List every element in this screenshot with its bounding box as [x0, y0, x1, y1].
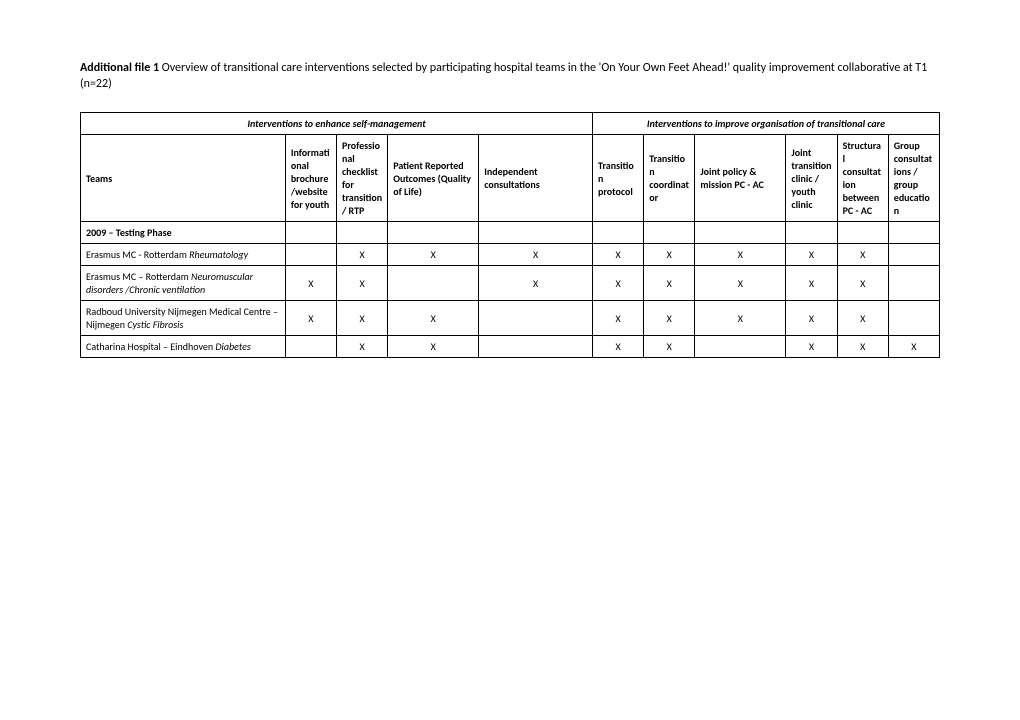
col-teams: Teams [81, 135, 286, 222]
team-cell: Erasmus MC - Rotterdam Rheumatology [81, 244, 286, 266]
cell-jointclinic: X [786, 244, 837, 266]
cell-coordinator: X [644, 244, 695, 266]
cell-brochure: X [285, 266, 336, 301]
cell-prom: X [388, 244, 479, 266]
col-brochure: Informational brochure/website for youth [285, 135, 336, 222]
table-row: Catharina Hospital – Eindhoven Diabetes X… [81, 336, 940, 358]
table-row: Radboud University Nijmegen Medical Cent… [81, 301, 940, 336]
cell-prom: X [388, 301, 479, 336]
cell-coordinator: X [644, 266, 695, 301]
table-row: Erasmus MC – Rotterdam Neuromuscular dis… [81, 266, 940, 301]
cell-protocol: X [593, 336, 644, 358]
document-title: Additional file 1 Overview of transition… [80, 60, 940, 92]
cell-policy: X [695, 266, 786, 301]
cell-jointclinic: X [786, 336, 837, 358]
title-rest: Overview of transitional care interventi… [80, 61, 927, 91]
cell-independent [479, 301, 593, 336]
cell-group [888, 266, 939, 301]
cell-independent [479, 336, 593, 358]
cell-jointclinic: X [786, 266, 837, 301]
cell-checklist: X [337, 244, 388, 266]
cell-independent: X [479, 266, 593, 301]
cell-structcons: X [837, 244, 888, 266]
team-cell: Erasmus MC – Rotterdam Neuromuscular dis… [81, 266, 286, 301]
col-structcons: Structural consultation between PC - AC [837, 135, 888, 222]
cell-group: X [888, 336, 939, 358]
col-group: Group consultations / group education [888, 135, 939, 222]
interventions-table: Interventions to enhance self-management… [80, 112, 940, 358]
col-checklist: Professional checklist for transition / … [337, 135, 388, 222]
cell-prom [388, 266, 479, 301]
cell-coordinator: X [644, 336, 695, 358]
cell-structcons: X [837, 301, 888, 336]
team-cell: Radboud University Nijmegen Medical Cent… [81, 301, 286, 336]
cell-group [888, 301, 939, 336]
team-cell: Catharina Hospital – Eindhoven Diabetes [81, 336, 286, 358]
section-row: 2009 – Testing Phase [81, 222, 940, 244]
cell-structcons: X [837, 336, 888, 358]
column-header-row: Teams Informational brochure/website for… [81, 135, 940, 222]
cell-coordinator: X [644, 301, 695, 336]
col-independent: Independent consultations [479, 135, 593, 222]
col-coordinator: Transition coordinator [644, 135, 695, 222]
cell-brochure [285, 244, 336, 266]
col-policy: Joint policy & mission PC - AC [695, 135, 786, 222]
cell-protocol: X [593, 244, 644, 266]
cell-checklist: X [337, 336, 388, 358]
col-prom: Patient Reported Outcomes (Quality of Li… [388, 135, 479, 222]
cell-independent: X [479, 244, 593, 266]
super-header-left: Interventions to enhance self-management [81, 113, 593, 135]
table-row: Erasmus MC - Rotterdam RheumatologyXXXXX… [81, 244, 940, 266]
title-bold: Additional file 1 [80, 61, 159, 75]
section-label: 2009 – Testing Phase [81, 222, 286, 244]
cell-protocol: X [593, 301, 644, 336]
cell-group [888, 244, 939, 266]
super-header-right: Interventions to improve organisation of… [593, 113, 940, 135]
cell-prom: X [388, 336, 479, 358]
cell-checklist: X [337, 266, 388, 301]
super-header-row: Interventions to enhance self-management… [81, 113, 940, 135]
cell-brochure: X [285, 301, 336, 336]
cell-policy: X [695, 301, 786, 336]
cell-structcons: X [837, 266, 888, 301]
cell-jointclinic: X [786, 301, 837, 336]
cell-brochure [285, 336, 336, 358]
cell-policy [695, 336, 786, 358]
col-jointclinic: Joint transition clinic / youth clinic [786, 135, 837, 222]
cell-policy: X [695, 244, 786, 266]
col-protocol: Transition protocol [593, 135, 644, 222]
cell-checklist: X [337, 301, 388, 336]
cell-protocol: X [593, 266, 644, 301]
